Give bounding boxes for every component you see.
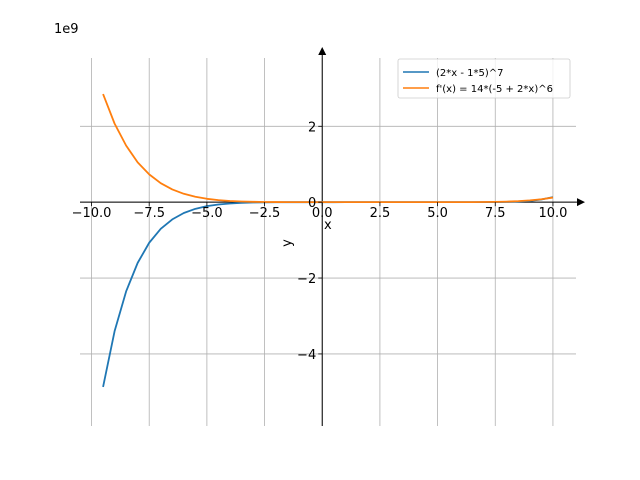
grid bbox=[80, 58, 576, 426]
tick-labels: −10.0 −7.5 −5.0 −2.5 0.0 2.5 5.0 7.5 10.0 −4 −2 0 2 bbox=[72, 120, 568, 363]
x-tick-label: −5.0 bbox=[191, 206, 223, 221]
series-group bbox=[102, 93, 554, 388]
y-axis-label: y bbox=[280, 239, 295, 247]
x-tick-label: −2.5 bbox=[249, 206, 281, 221]
y-tick-label: 0 bbox=[308, 196, 316, 211]
x-tick-label: −10.0 bbox=[72, 206, 112, 221]
legend-box bbox=[397, 58, 571, 99]
legend: (2*x - 1*5)^7 f'(x) = 14*(-5 + 2*x)^6 bbox=[397, 58, 571, 99]
x-tick-label: 7.5 bbox=[485, 206, 506, 221]
legend-label-series-2: f'(x) = 14*(-5 + 2*x)^6 bbox=[436, 84, 553, 95]
y-tick-label: −2 bbox=[297, 272, 316, 287]
y-tick-label: −4 bbox=[297, 348, 316, 363]
x-tick-label: 10.0 bbox=[538, 206, 567, 221]
y-scale-label: 1e9 bbox=[54, 22, 79, 37]
x-tick-label: 5.0 bbox=[427, 206, 448, 221]
y-tick-label: 2 bbox=[308, 120, 316, 135]
y-axis-arrow bbox=[318, 47, 327, 55]
x-tick-label: 0.0 bbox=[312, 206, 333, 221]
x-tick-label: 2.5 bbox=[370, 206, 391, 221]
x-axis-label: x bbox=[324, 218, 332, 233]
axes bbox=[80, 47, 585, 426]
x-tick-label: −7.5 bbox=[133, 206, 165, 221]
legend-label-series-1: (2*x - 1*5)^7 bbox=[436, 68, 504, 79]
series-line-2 bbox=[102, 93, 554, 204]
x-axis-arrow bbox=[577, 198, 585, 207]
